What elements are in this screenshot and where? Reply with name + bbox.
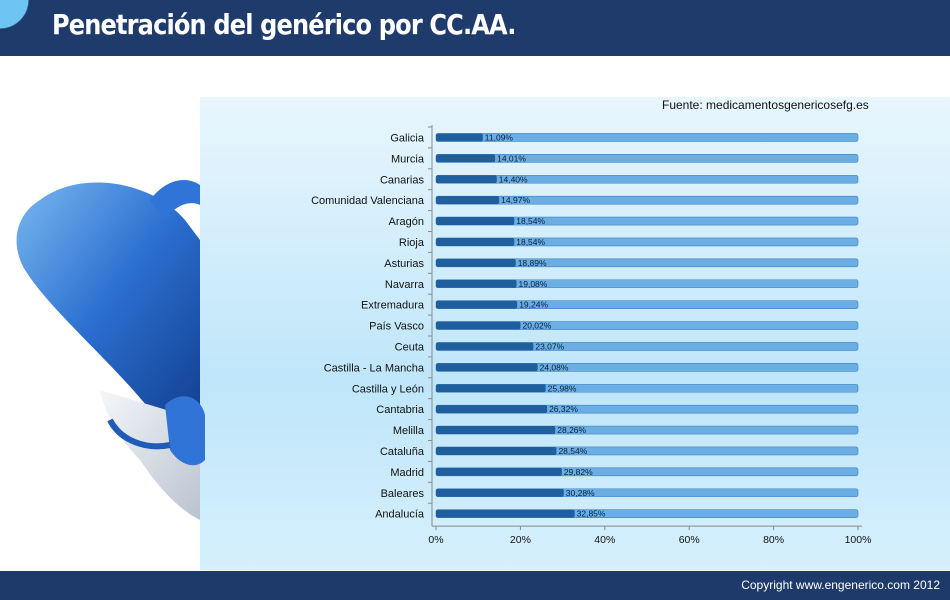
data-label: 26,32% [549, 404, 578, 414]
bar [436, 300, 518, 309]
bar [436, 488, 564, 497]
data-label: 14,97% [501, 195, 530, 205]
category-label: Rioja [399, 237, 425, 249]
x-tick-label: 40% [594, 534, 615, 546]
bar [436, 321, 521, 330]
data-label: 23,07% [535, 341, 564, 351]
category-label: Cantabria [376, 404, 425, 416]
category-label: Madrid [390, 467, 424, 479]
bar [436, 509, 575, 518]
x-tick-label: 0% [428, 534, 443, 546]
category-label: Murcia [391, 153, 425, 165]
data-label: 11,09% [485, 132, 514, 142]
bar [436, 384, 546, 393]
footer-bar: Copyright www.engenerico.com 2012 [0, 571, 950, 600]
bar [436, 217, 515, 226]
category-label: Comunidad Valenciana [311, 195, 425, 207]
category-label: Baleares [381, 488, 425, 500]
data-label: 28,54% [558, 446, 587, 456]
x-tick-label: 100% [845, 534, 872, 546]
bar [436, 133, 483, 142]
bar [436, 175, 497, 184]
data-label: 29,82% [564, 467, 593, 477]
bar [436, 237, 515, 246]
bar [436, 363, 538, 372]
data-label: 19,24% [519, 300, 548, 310]
category-label: Canarias [380, 174, 425, 186]
data-label: 30,28% [566, 488, 595, 498]
category-label: País Vasco [369, 321, 424, 333]
category-label: Melilla [393, 425, 425, 437]
category-label: Galicia [390, 132, 425, 144]
category-label: Aragón [389, 216, 424, 228]
bar-track [435, 195, 859, 205]
bar [436, 426, 556, 435]
data-label: 18,89% [518, 258, 547, 268]
data-label: 18,54% [516, 237, 545, 247]
bar [436, 342, 534, 351]
corner-decoration [0, 0, 40, 40]
category-label: Asturias [384, 258, 424, 270]
bar-chart: Galicia 11,09% Murcia 14,01% Canarias 14,40% C… [311, 125, 872, 546]
category-label: Ceuta [395, 341, 425, 353]
bar [436, 258, 516, 267]
bar [436, 467, 562, 476]
data-label: 14,01% [497, 153, 526, 163]
data-label: 24,08% [540, 362, 569, 372]
category-label: Andalucía [375, 509, 425, 521]
category-label: Extremadura [361, 300, 425, 312]
data-label: 19,08% [519, 279, 548, 289]
data-label: 32,85% [577, 509, 606, 519]
data-label: 28,26% [557, 425, 586, 435]
data-label: 25,98% [548, 383, 577, 393]
data-label: 18,54% [516, 216, 545, 226]
copyright-text: Copyright www.engenerico.com 2012 [741, 578, 940, 592]
header-band [0, 0, 950, 56]
x-tick-label: 80% [763, 534, 784, 546]
page-title: Penetración del genérico por CC.AA. [52, 8, 516, 41]
bar [436, 446, 557, 455]
category-label: Castilla - La Mancha [324, 362, 425, 374]
pill-mascot-illustration [16, 180, 205, 520]
source-note: Fuente: medicamentosgenericosefg.es [662, 98, 869, 112]
bar [436, 405, 548, 414]
data-label: 20,02% [522, 321, 551, 331]
category-label: Navarra [385, 279, 425, 291]
x-tick-label: 20% [510, 534, 531, 546]
bar [436, 279, 517, 288]
category-label: Cataluña [380, 446, 425, 458]
bar [436, 196, 500, 205]
category-label: Castilla y León [352, 383, 424, 395]
data-label: 14,40% [499, 174, 528, 184]
bar [436, 154, 496, 163]
x-tick-label: 60% [679, 534, 700, 546]
